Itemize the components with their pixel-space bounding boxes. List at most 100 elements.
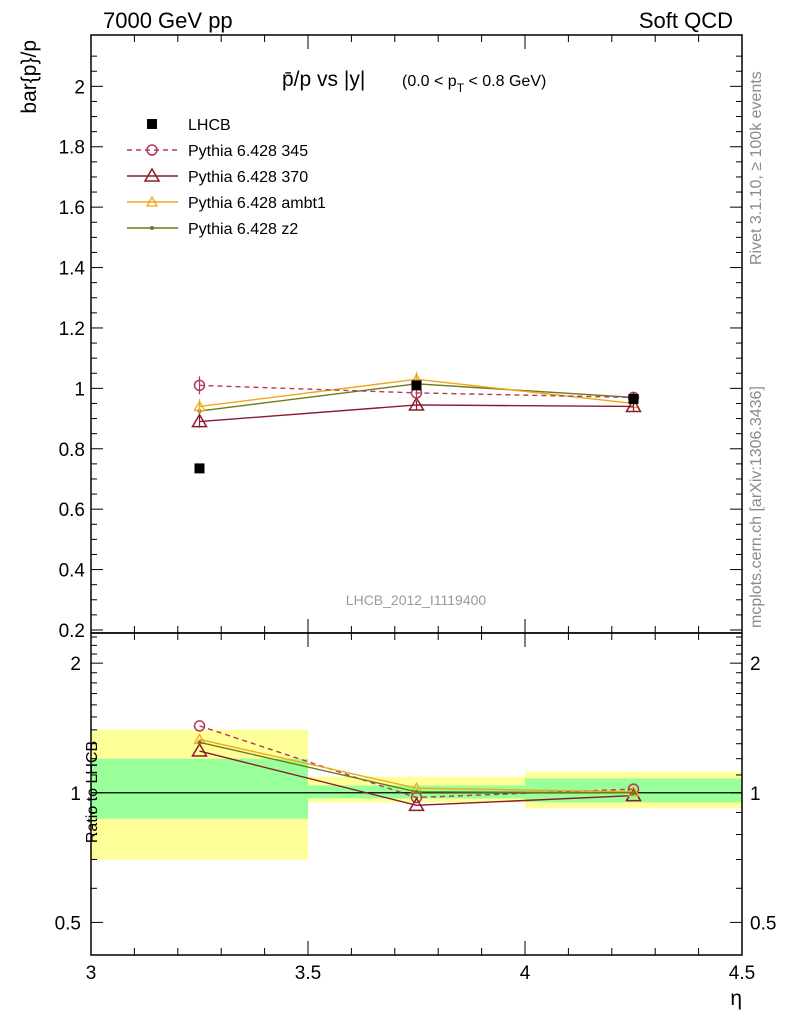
main-y-tick-label: 0.8 [59,440,85,461]
point-lhcb-shape [194,463,205,474]
watermark-text: LHCB_2012_I1119400 [346,592,487,608]
main-y-axis-label: bar{p}/p [18,40,41,114]
point-lhcb [411,380,422,391]
main-y-tick-label: 1.2 [59,319,85,340]
plot-title-cut-sub: T [457,81,465,95]
header-right: Soft QCD [639,8,733,33]
ratio-line-pythia-6-428-370 [199,750,634,807]
ratio-point-pythia-6-428-z2 [414,789,419,794]
x-tick-label: 3.5 [295,963,321,984]
ratio-y-tick-label-right: 2 [750,654,761,675]
ratio-point-pythia-6-428-370 [625,787,642,802]
point-pythia-6-428-345-shape [193,379,206,392]
ratio-y-axis: 0.5 0.5 1 1 2 2 [55,636,776,934]
point-lhcb-shape [411,380,422,391]
ratio-point-pythia-6-428-z2 [631,790,636,795]
ratio-point-pythia-6-428-370-shape [625,787,642,802]
legend-item-pythia-6-428-z2: Pythia 6.428 z2 [127,221,298,238]
legend-marker-pythia-6-428-z2-shape [150,226,154,230]
legend-marker-pythia-6-428-ambt1-shape [145,195,159,207]
band-inner [525,778,742,803]
main-y-tick-label: 1.4 [59,259,86,280]
x-tick-label: 4 [520,963,531,984]
legend-marker-pythia-6-428-z2 [150,226,154,230]
main-y-tick-label: 1.8 [59,138,85,159]
ratio-series-pythia-6-428-z2 [197,740,636,795]
legend-label-lhcb: LHCB [188,117,231,134]
legend-marker-pythia-6-428-ambt1 [145,195,159,207]
ratio-uncertainty-bands [91,729,742,860]
legend-marker-pythia-6-428-370-shape [143,167,161,182]
point-pythia-6-428-370-shape [625,397,642,413]
ratio-point-pythia-6-428-345-shape [193,720,206,732]
point-pythia-6-428-ambt1-shape [193,400,206,412]
point-pythia-6-428-370 [408,396,425,411]
series-pythia-6-428-370 [191,396,642,428]
ratio-point-pythia-6-428-370-shape [408,796,425,812]
point-pythia-6-428-370 [191,413,208,428]
ratio-point-pythia-6-428-345 [193,720,206,732]
ratio-point-pythia-6-428-z2-shape [414,789,419,794]
ratio-y-tick-label: 2 [70,654,81,675]
legend-item-lhcb: LHCB [147,117,231,134]
main-y-tick-label: 0.6 [59,500,85,521]
plot-title-main: p̄/p vs |y| [282,68,365,91]
ratio-y-tick-label-right: 0.5 [750,913,776,934]
point-lhcb [628,393,639,404]
x-axis: 3 3.5 4 4.5 [86,35,755,984]
ratio-point-pythia-6-428-ambt1-shape [627,785,640,797]
ratio-y-tick-label-right: 1 [750,784,761,805]
side-label-mcplots: mcplots.cern.ch [arXiv:1306.3436] [748,386,765,628]
ratio-series-group [191,720,642,812]
legend-item-pythia-6-428-345: Pythia 6.428 345 [127,143,308,160]
legend-label-pythia-6-428-345: Pythia 6.428 345 [188,143,308,160]
main-y-tick-label: 1.6 [59,198,85,219]
ratio-panel-frame [90,632,743,956]
point-pythia-6-428-370-shape [191,413,208,428]
main-y-tick-label: 2 [74,77,85,98]
point-lhcb-shape [628,393,639,404]
ratio-y-tick-label: 0.5 [55,913,81,934]
ratio-point-pythia-6-428-370 [191,742,208,757]
main-y-axis: 0.2 0.4 0.6 0.8 1 1.2 1.4 1.6 1.8 2 [59,55,742,642]
point-pythia-6-428-ambt1 [193,400,206,412]
plot-title-cut-suffix: < 0.8 GeV) [464,73,546,90]
header-left: 7000 GeV pp [103,8,233,33]
legend-label-pythia-6-428-370: Pythia 6.428 370 [188,169,308,186]
x-tick-label: 4.5 [729,963,755,984]
legend-item-pythia-6-428-ambt1: Pythia 6.428 ambt1 [127,195,326,212]
plot-title: p̄/p vs |y| (0.0 < pT < 0.8 GeV) [282,68,546,95]
legend-item-pythia-6-428-370: Pythia 6.428 370 [127,167,308,186]
ratio-y-axis-label: Ratio to LHCB [84,741,101,843]
ratio-line-pythia-6-428-ambt1 [199,738,634,793]
legend-marker-pythia-6-428-370 [143,167,161,182]
ratio-series-pythia-6-428-370 [191,742,642,812]
point-pythia-6-428-370 [625,397,642,413]
point-lhcb [194,463,205,474]
series-lhcb [194,380,639,474]
point-pythia-6-428-370-shape [408,396,425,411]
legend: LHCB Pythia 6.428 345 Pythia 6.428 370 Pyth… [127,117,326,238]
legend-label-pythia-6-428-z2: Pythia 6.428 z2 [188,221,298,238]
ratio-point-pythia-6-428-z2 [197,740,202,745]
ratio-point-pythia-6-428-z2-shape [631,790,636,795]
ratio-point-pythia-6-428-370-shape [191,742,208,757]
x-axis-label: η [730,987,742,1010]
main-series-group [191,371,642,474]
ratio-point-pythia-6-428-370 [408,796,425,812]
point-pythia-6-428-345 [193,379,206,392]
ratio-point-pythia-6-428-ambt1 [627,785,640,797]
main-y-tick-label: 0.4 [59,561,86,582]
legend-marker-pythia-6-428-345 [146,144,158,156]
plot-title-cut-prefix: (0.0 < p [402,73,457,90]
legend-marker-lhcb [147,119,157,129]
ratio-y-tick-label: 1 [70,784,81,805]
legend-label-pythia-6-428-ambt1: Pythia 6.428 ambt1 [188,195,326,212]
main-y-tick-label: 1 [74,379,85,400]
main-y-tick-label: 0.2 [59,621,85,642]
legend-marker-lhcb-shape [147,119,157,129]
x-tick-label: 3 [86,963,97,984]
band-inner [91,758,308,819]
plot-title-cut: (0.0 < pT < 0.8 GeV) [402,73,546,95]
